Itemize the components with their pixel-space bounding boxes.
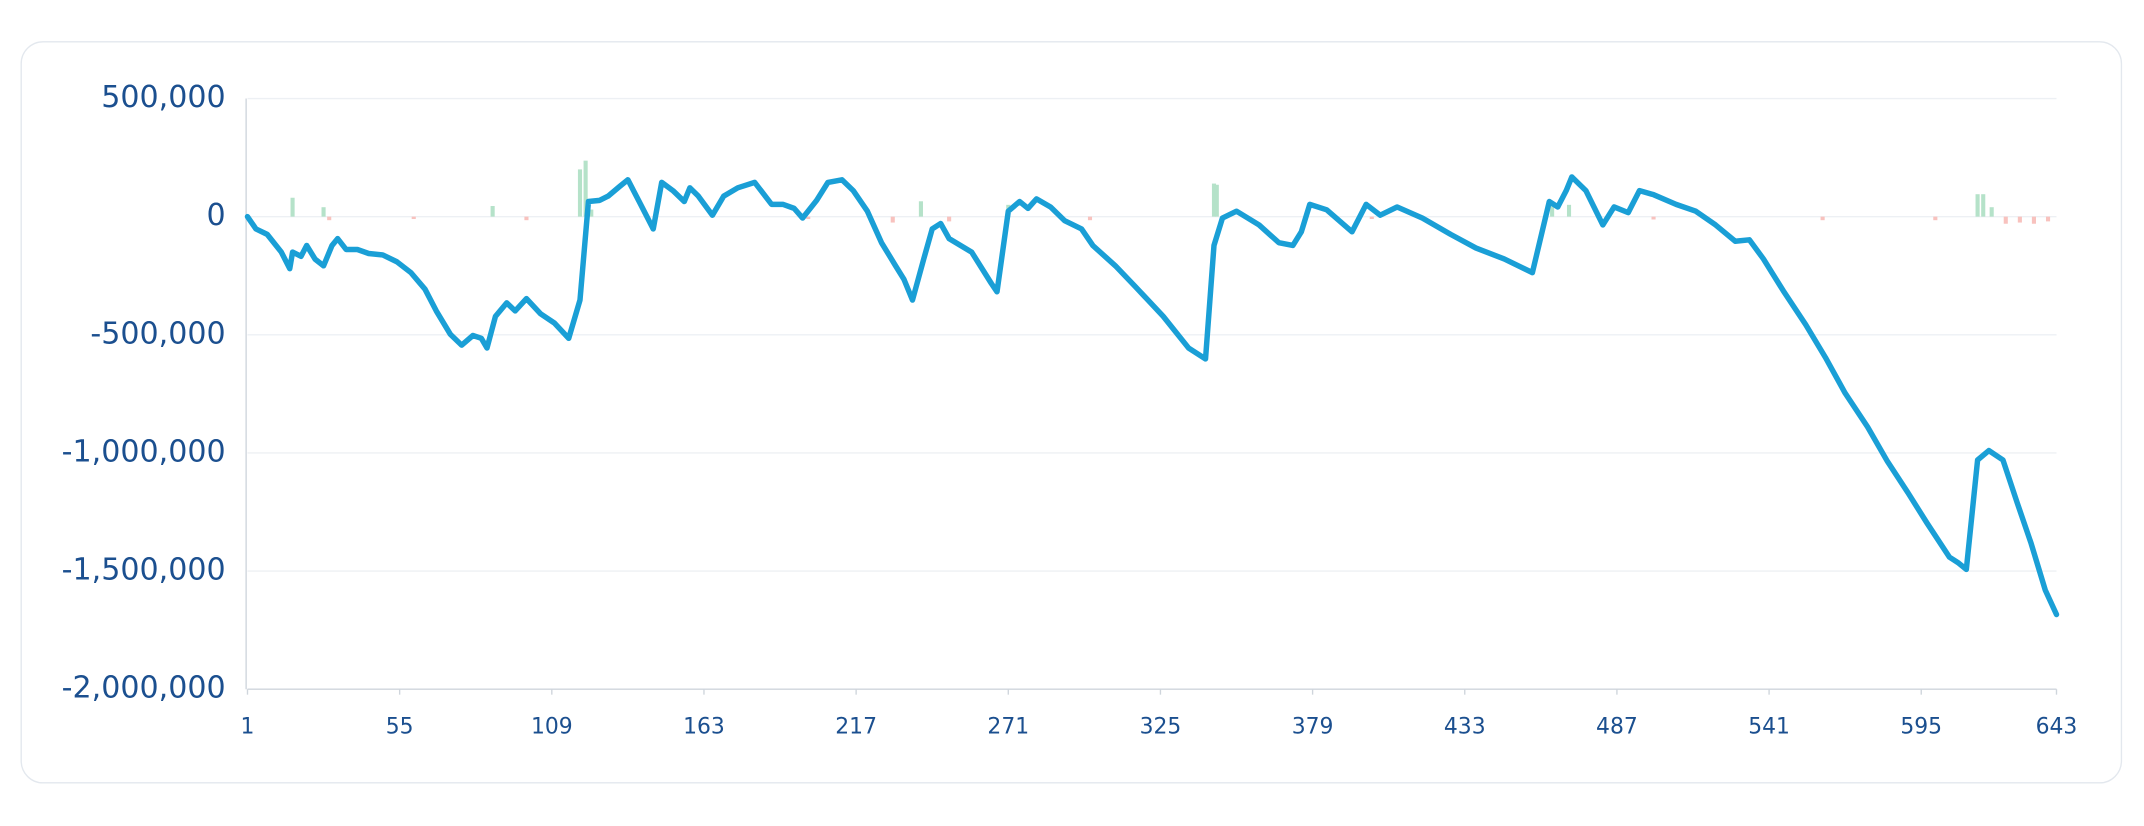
y-tick-label: 500,000 — [101, 80, 225, 115]
bar — [2017, 216, 2022, 223]
bar — [918, 201, 923, 217]
x-tick-label: 55 — [386, 714, 414, 739]
bar — [321, 207, 326, 217]
x-tick-label: 163 — [683, 714, 725, 739]
bar — [2003, 216, 2008, 224]
bar — [2031, 216, 2036, 224]
bar — [1820, 216, 1825, 221]
bar — [1975, 194, 1980, 217]
bar — [1981, 194, 1986, 217]
bar — [589, 209, 594, 217]
bar — [1933, 216, 1938, 221]
bar — [890, 216, 895, 223]
x-tick-label: 643 — [2036, 714, 2078, 739]
bar — [947, 216, 952, 222]
bar — [411, 216, 416, 220]
bar — [806, 216, 811, 220]
x-tick-label: 1 — [241, 714, 255, 739]
x-tick-label: 271 — [987, 714, 1029, 739]
bar — [490, 206, 495, 217]
x-tick-label: 379 — [1292, 714, 1334, 739]
bar — [1989, 207, 1994, 217]
y-tick-label: 0 — [206, 198, 225, 233]
bar — [1087, 216, 1093, 221]
bar — [524, 216, 529, 221]
x-tick-label: 541 — [1748, 714, 1790, 739]
bar — [290, 197, 295, 217]
x-tick-label: 325 — [1140, 714, 1182, 739]
bar — [1369, 216, 1374, 220]
bar — [577, 169, 583, 217]
bar — [2045, 216, 2051, 222]
bar — [1211, 183, 1217, 217]
x-tick-label: 595 — [1900, 714, 1942, 739]
bar — [1566, 204, 1572, 217]
bar — [1550, 206, 1555, 217]
y-tick-label: -500,000 — [90, 316, 225, 351]
bar — [1214, 184, 1219, 217]
y-tick-label: -1,500,000 — [62, 553, 226, 588]
y-tick-label: -2,000,000 — [62, 671, 226, 706]
x-tick-label: 217 — [835, 714, 877, 739]
bar — [1651, 216, 1656, 220]
card — [20, 41, 2123, 784]
bar — [327, 216, 332, 221]
bar — [583, 160, 588, 217]
x-tick-label: 109 — [531, 714, 573, 739]
y-tick-label: -1,000,000 — [62, 434, 226, 469]
line — [244, 174, 2060, 618]
x-tick-label: 487 — [1596, 714, 1638, 739]
x-tick-label: 433 — [1444, 714, 1486, 739]
